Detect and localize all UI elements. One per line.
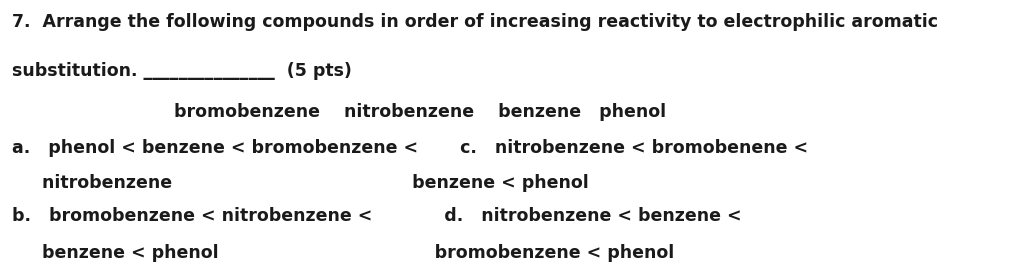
Text: a.   phenol < benzene < bromobenzene <       c.   nitrobenzene < bromobenene <: a. phenol < benzene < bromobenzene < c. … xyxy=(11,139,808,157)
Text: b.   bromobenzene < nitrobenzene <            d.   nitrobenzene < benzene <: b. bromobenzene < nitrobenzene < d. nitr… xyxy=(11,207,741,225)
Text: nitrobenzene                                        benzene < phenol: nitrobenzene benzene < phenol xyxy=(11,174,589,192)
Text: bromobenzene    nitrobenzene    benzene   phenol: bromobenzene nitrobenzene benzene phenol xyxy=(174,103,667,121)
Text: 7.  Arrange the following compounds in order of increasing reactivity to electro: 7. Arrange the following compounds in or… xyxy=(11,13,938,32)
Text: substitution. _______________  (5 pts): substitution. _______________ (5 pts) xyxy=(11,62,351,80)
Text: benzene < phenol                                    bromobenzene < phenol: benzene < phenol bromobenzene < phenol xyxy=(11,244,674,262)
